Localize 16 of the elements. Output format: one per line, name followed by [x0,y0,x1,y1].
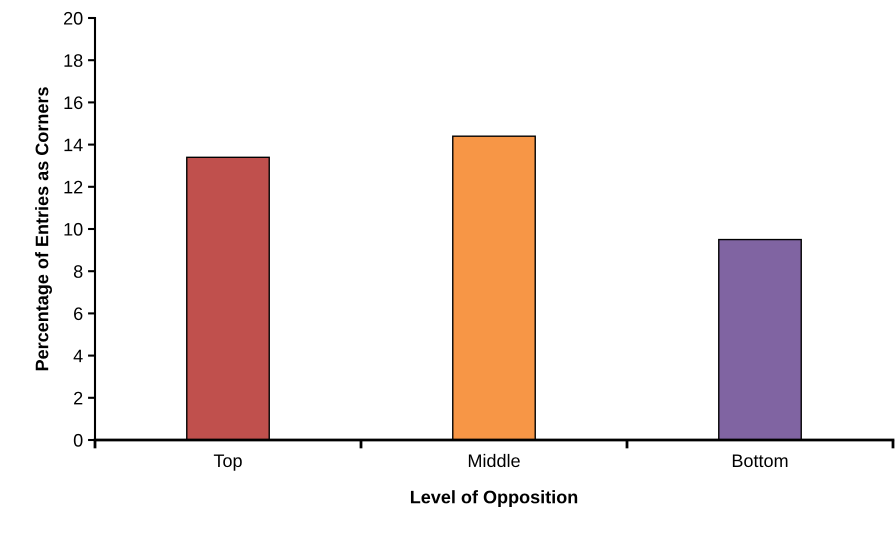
y-tick-label: 14 [64,138,83,152]
y-tick-label: 12 [64,180,82,194]
x-tick-label: Top [214,454,242,471]
y-tick-label: 4 [74,350,83,362]
y-axis-title: Percentage of Entries as Corners [35,87,52,370]
y-tick-label: 0 [74,434,82,447]
x-tick-label: Middle [468,454,520,468]
y-tick-label: 16 [64,96,82,110]
x-tick-label: Bottom [732,454,788,468]
y-tick-label: 20 [64,12,82,25]
y-tick-label: 18 [64,54,82,67]
y-tick-label: 2 [74,392,82,404]
y-tick-label: 6 [74,307,82,320]
y-tick-label: 8 [74,265,82,278]
y-tick-label: 10 [64,222,82,236]
x-axis-title: Level of Opposition [410,490,578,507]
